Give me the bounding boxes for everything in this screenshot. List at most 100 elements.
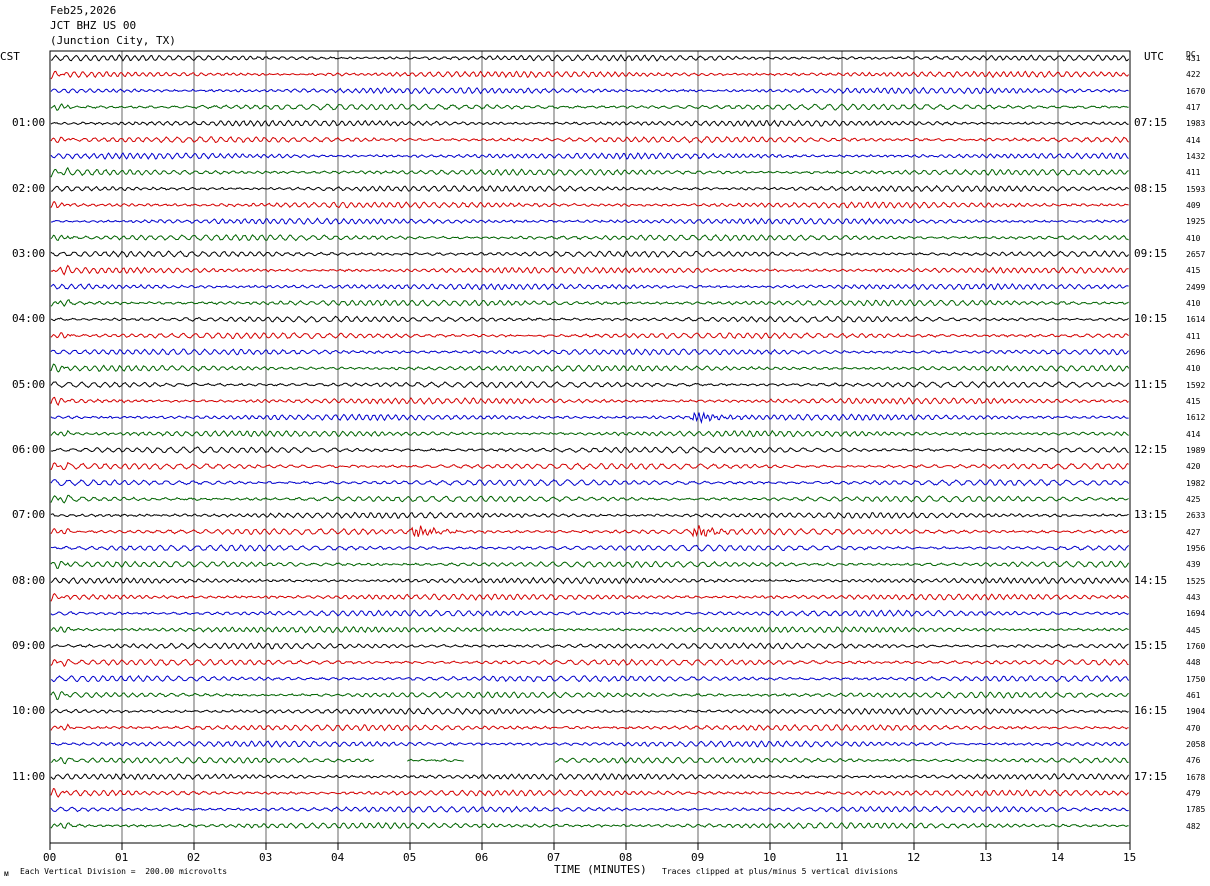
dc-offset-label: 410 — [1186, 364, 1201, 374]
dc-offset-label: 431 — [1186, 54, 1201, 63]
seismic-trace — [51, 184, 1129, 193]
seismic-trace — [50, 70, 1129, 80]
left-hour-label: 09:00 — [12, 639, 46, 652]
dc-offset-label: 479 — [1186, 789, 1201, 798]
right-hour-label: 07:15 — [1134, 116, 1168, 130]
x-tick-label: 15 — [1123, 851, 1137, 864]
seismic-trace — [554, 756, 1129, 764]
seismic-trace — [50, 234, 1129, 242]
x-tick-label: 06 — [475, 851, 489, 864]
seismic-trace — [50, 250, 1129, 258]
dc-offset-label: 1904 — [1186, 707, 1206, 717]
x-tick-label: 11 — [835, 851, 849, 864]
right-hour-label: 09:15 — [1134, 247, 1168, 260]
x-tick-label: 12 — [907, 851, 921, 864]
seismic-trace — [50, 380, 1129, 389]
seismic-trace — [50, 315, 1129, 323]
left-hour-label: 01:00 — [12, 116, 46, 130]
seismic-trace — [50, 805, 1129, 813]
dc-offset-label: 414 — [1186, 429, 1201, 439]
seismic-trace — [50, 544, 1129, 552]
x-tick-label: 10 — [763, 851, 777, 864]
seismic-trace — [50, 625, 1129, 634]
seismic-trace — [50, 461, 1129, 471]
seismic-trace — [50, 756, 375, 765]
seismic-trace — [50, 348, 1129, 356]
x-tick-label: 13 — [979, 851, 993, 864]
dc-offset-label: 2696 — [1186, 348, 1206, 357]
dc-offset-label: 1694 — [1186, 609, 1206, 619]
dc-offset-label: 410 — [1186, 233, 1201, 243]
seismic-trace — [50, 136, 1129, 144]
left-hour-label: 05:00 — [12, 377, 46, 391]
x-tick-label: 09 — [691, 851, 705, 864]
seismic-trace — [50, 283, 1129, 291]
right-hour-label: 08:15 — [1134, 181, 1168, 195]
right-hour-label: 12:15 — [1134, 443, 1168, 456]
dc-offset-label: 439 — [1186, 560, 1201, 570]
seismic-trace — [50, 642, 1129, 650]
seismic-trace — [50, 103, 1129, 111]
seismic-trace — [50, 119, 1129, 128]
left-hour-label: 03:00 — [12, 247, 46, 260]
dc-offset-label: 1614 — [1186, 315, 1206, 325]
dc-offset-label: 1592 — [1186, 380, 1206, 390]
dc-offset-label: 1982 — [1186, 478, 1206, 488]
dc-offset-label: 445 — [1186, 625, 1201, 635]
dc-offset-label: 1956 — [1186, 544, 1206, 553]
x-tick-label: 02 — [187, 851, 201, 864]
x-tick-label: 05 — [403, 851, 417, 864]
dc-offset-label: 1989 — [1186, 446, 1206, 455]
station-location: (Junction City, TX) — [50, 34, 176, 47]
seismic-trace — [50, 201, 1129, 209]
x-axis-title: TIME (MINUTES) — [554, 863, 647, 876]
seismic-trace — [50, 511, 1129, 519]
right-hour-label: 13:15 — [1134, 508, 1168, 522]
dc-offset-label: 415 — [1186, 397, 1201, 406]
dc-offset-label: 461 — [1186, 691, 1201, 700]
seismic-trace — [50, 332, 1129, 340]
seismic-trace — [50, 264, 1129, 276]
dc-header-label: DC — [1186, 50, 1196, 59]
dc-offset-label: 1670 — [1186, 86, 1206, 96]
dc-offset-label: 411 — [1186, 331, 1201, 341]
left-hour-label: 07:00 — [12, 508, 46, 522]
dc-offset-label: 409 — [1186, 201, 1201, 210]
dc-offset-label: 1432 — [1186, 152, 1206, 161]
left-hour-label: 06:00 — [12, 443, 46, 456]
x-tick-label: 04 — [331, 851, 345, 864]
station-code: JCT BHZ US 00 — [50, 19, 137, 32]
seismic-trace — [50, 788, 1129, 798]
dc-offset-label: 2633 — [1186, 511, 1206, 521]
left-hour-label: 02:00 — [12, 181, 46, 195]
x-tick-label: 14 — [1051, 851, 1065, 864]
right-hour-label: 11:15 — [1134, 377, 1168, 391]
dc-offset-label: 1678 — [1186, 772, 1206, 782]
dc-offset-label: 410 — [1186, 299, 1201, 308]
dc-offset-label: 2499 — [1186, 282, 1206, 292]
right-hour-label: 17:15 — [1134, 769, 1168, 783]
dc-offset-label: 1750 — [1186, 674, 1206, 684]
dc-offset-label: 415 — [1186, 266, 1201, 276]
dc-offset-label: 1760 — [1186, 642, 1206, 651]
dc-offset-label: 411 — [1186, 168, 1201, 178]
seismic-trace — [50, 494, 1129, 504]
left-hour-label: 08:00 — [12, 573, 46, 587]
seismic-trace — [407, 758, 464, 763]
seismic-trace — [50, 429, 1129, 438]
seismic-trace — [50, 576, 1130, 585]
right-timezone-label: UTC — [1144, 50, 1164, 63]
left-hour-label: 04:00 — [12, 312, 46, 326]
seismic-trace — [50, 821, 1129, 830]
dc-offset-label: 422 — [1186, 70, 1201, 80]
right-hour-label: 16:15 — [1134, 704, 1168, 718]
seismic-trace — [50, 525, 1129, 538]
seismic-trace — [50, 560, 1130, 569]
dc-offset-label: 1785 — [1186, 805, 1206, 815]
seismic-trace — [50, 411, 1129, 425]
x-tick-label: 07 — [547, 851, 561, 864]
dc-offset-label: 1983 — [1186, 119, 1206, 129]
x-tick-label: 03 — [259, 851, 273, 864]
dc-offset-label: 476 — [1186, 756, 1201, 766]
